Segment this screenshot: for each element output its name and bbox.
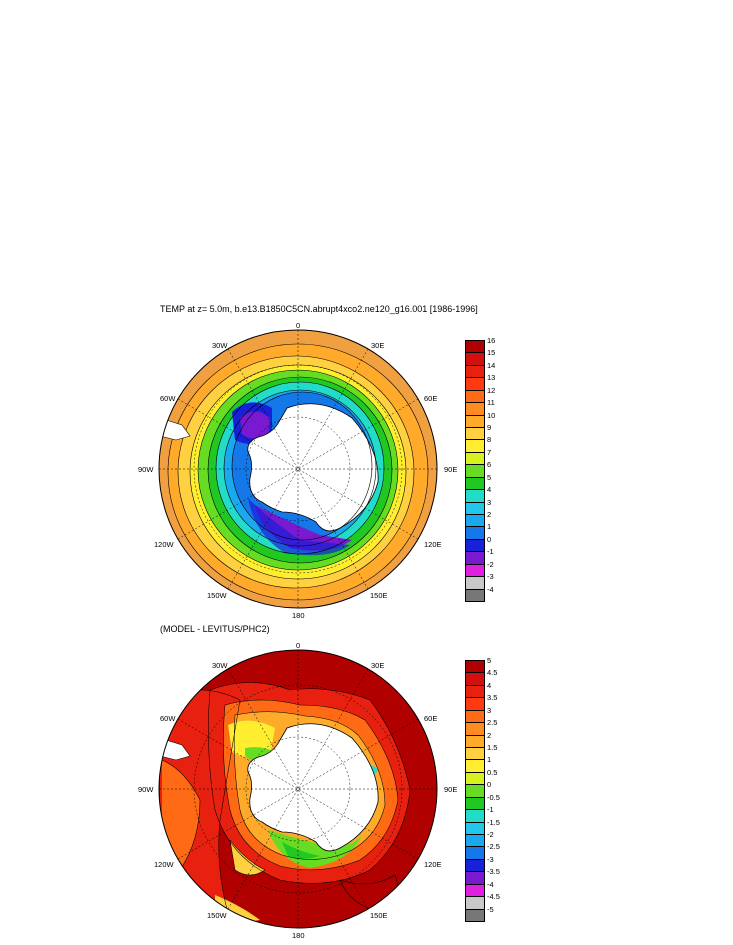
map1-lon-120e: 120E — [424, 540, 442, 549]
map1-colorbar-label: -2 — [487, 559, 494, 569]
map2-colorbar-label: -4 — [487, 879, 494, 889]
map1-colorbar-label: 16 — [487, 336, 496, 345]
map2-colorbar-swatch — [465, 908, 485, 922]
map2-colorbar-label: 5 — [487, 656, 492, 665]
map1-colorbar-label: 5 — [487, 472, 492, 482]
map1-colorbar-label: 0 — [487, 534, 492, 544]
map2-colorbar-swatch — [465, 871, 485, 885]
map2-colorbar-label: 3 — [487, 705, 492, 715]
map2-colorbar-label: 1.5 — [487, 743, 498, 752]
map2-colorbar-label: 1 — [487, 755, 492, 765]
map2-colorbar-label: 4 — [487, 680, 492, 690]
map2-colorbar-label: 0 — [487, 780, 492, 790]
map2-colorbar-swatch — [465, 821, 485, 835]
map2-colorbar-swatch — [465, 883, 485, 898]
map2-lon-60e: 60E — [424, 714, 438, 723]
map1-colorbar-label: 11 — [487, 398, 495, 408]
map1-lon-30w: 30W — [212, 341, 228, 350]
map2-colorbar-swatch — [465, 660, 485, 674]
map2-colorbar-label: 3.5 — [487, 693, 498, 703]
map2-colorbar-label: -4.5 — [487, 892, 500, 902]
map1-colorbar-label: -4 — [487, 584, 494, 594]
map2-lon-150w: 150W — [207, 911, 227, 920]
map2-colorbar-swatch — [465, 697, 485, 711]
map2-title: (MODEL - LEVITUS/PHC2) — [160, 624, 270, 634]
map2-lon-90w: 90W — [138, 785, 154, 794]
map2-colorbar-swatch — [465, 809, 485, 823]
map2-colorbar-label: 2.5 — [487, 718, 498, 728]
map1-lon-150w: 150W — [207, 591, 227, 600]
map2-lon-60w: 60W — [160, 714, 176, 723]
map2-lon-30w: 30W — [212, 661, 228, 670]
map1-lon-60w: 60W — [160, 394, 176, 403]
map2-colorbar-swatch — [465, 771, 485, 786]
map2-colorbar-swatch — [465, 709, 485, 724]
map2-colorbar-label: -0.5 — [487, 792, 500, 802]
map2-lon-120e: 120E — [424, 860, 442, 869]
map2-lon-150e: 150E — [370, 911, 388, 920]
map2-colorbar-label: -3.5 — [487, 867, 500, 877]
map2-lon-0: 0 — [296, 641, 301, 650]
map1-colorbar-label: 12 — [487, 385, 496, 395]
map1-colorbar-label: 10 — [487, 410, 496, 420]
map1-lon-30e: 30E — [371, 341, 385, 350]
map1-lon-90w: 90W — [138, 465, 154, 474]
map2-colorbar-label: -1.5 — [487, 817, 500, 827]
map1-lon-60e: 60E — [424, 394, 438, 403]
map1-colorbar-label: -1 — [487, 547, 494, 557]
map2-colorbar-label: 4.5 — [487, 668, 498, 678]
map2-colorbar-swatch — [465, 796, 485, 811]
map1-title: TEMP at z= 5.0m, b.e13.B1850C5CN.abrupt4… — [160, 304, 478, 314]
map1-lon-120w: 120W — [154, 540, 174, 549]
map2-colorbar-label: 2 — [487, 730, 492, 740]
map1-lon-180: 180 — [292, 611, 305, 620]
map1-colorbar-label: 3 — [487, 497, 492, 507]
map2-colorbar-label: -3 — [487, 854, 494, 864]
map2-colorbar-swatch — [465, 784, 485, 798]
map2-colorbar-swatch — [465, 747, 485, 761]
map1-lon-0: 0 — [296, 321, 301, 330]
map2-colorbar-swatch — [465, 846, 485, 860]
map1-colorbar-swatch — [465, 588, 485, 602]
map1-colorbar-label: 15 — [487, 348, 496, 358]
map2-colorbar-swatch — [465, 759, 485, 773]
map2-lon-90e: 90E — [444, 785, 458, 794]
map2-colorbar-label: -1 — [487, 805, 494, 815]
map1-colorbar-label: 4 — [487, 485, 492, 495]
map2-colorbar-swatch — [465, 734, 485, 748]
map2-colorbar-swatch — [465, 834, 485, 848]
map1-colorbar-label: 7 — [487, 447, 492, 457]
map2-lon-120w: 120W — [154, 860, 174, 869]
map1-colorbar-label: 14 — [487, 360, 496, 370]
map2-colorbar-label: 0.5 — [487, 767, 498, 777]
map2-lon-30e: 30E — [371, 661, 385, 670]
map1-colorbar-label: 13 — [487, 373, 496, 383]
map2-colorbar-label: -2 — [487, 830, 494, 839]
map1-lon-90e: 90E — [444, 465, 458, 474]
map1-colorbar-label: -3 — [487, 572, 494, 582]
map1-colorbar-label: 1 — [487, 522, 492, 532]
map2-colorbar: 5 4.5 4 3.5 3 2.5 2 1.5 1 0.5 0 -0.5 -1 -1.5 -2 -2.5 -3 -… — [465, 656, 500, 922]
map1-lon-150e: 150E — [370, 591, 388, 600]
map1-colorbar-label: 2 — [487, 510, 492, 519]
map2-colorbar-swatch — [465, 722, 485, 736]
map1-colorbar: 16 15 14 13 12 11 10 9 8 7 6 5 4 3 2 1 0 -1 -2 -3 -4 — [465, 336, 495, 602]
map1-colorbar-label: 6 — [487, 460, 492, 470]
map2-colorbar-swatch — [465, 896, 485, 910]
map2-colorbar-label: -2.5 — [487, 842, 500, 852]
map2-colorbar-swatch — [465, 858, 485, 873]
map1-colorbar-label: 9 — [487, 423, 492, 432]
map2-colorbar-swatch — [465, 684, 485, 699]
map1-colorbar-label: 8 — [487, 435, 492, 445]
map2-colorbar-swatch — [465, 672, 485, 686]
map2-lon-180: 180 — [292, 931, 305, 940]
map2-colorbar-label: -5 — [487, 904, 494, 914]
